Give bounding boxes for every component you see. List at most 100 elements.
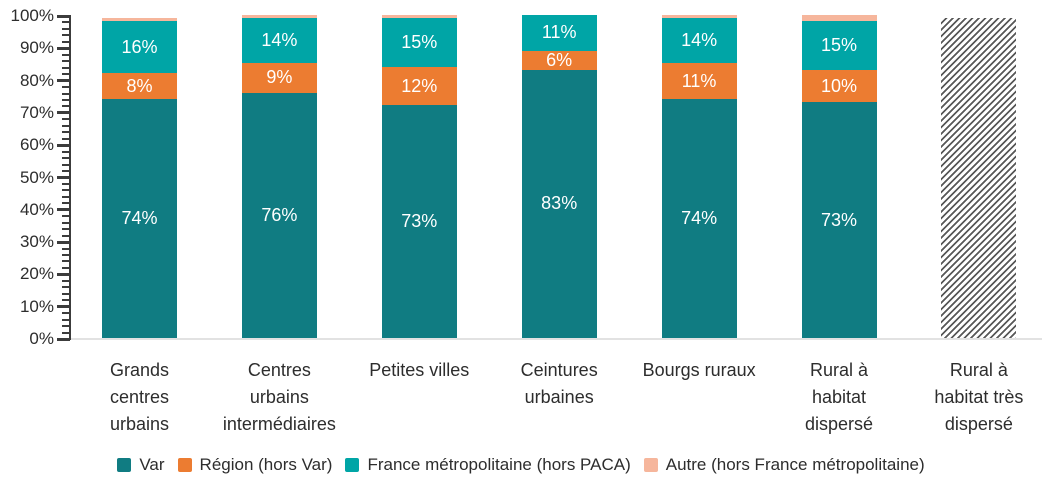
- bar-segment-1: 73%: [801, 102, 877, 338]
- y-axis-tick-label: 70%: [19, 102, 54, 122]
- y-axis-tick-label: 20%: [19, 264, 54, 284]
- bar-segment-1: 74%: [661, 98, 737, 338]
- y-axis-minor-tick: [62, 299, 70, 302]
- bar-segment-4: [661, 15, 737, 19]
- category-label-line: intermédiaires: [222, 414, 336, 434]
- bar-segment-2: 11%: [661, 63, 737, 99]
- category-label: Grands centres urbains: [55, 357, 225, 438]
- legend-item: Région (hors Var): [177, 455, 333, 475]
- y-axis-minor-tick: [62, 266, 70, 269]
- y-axis-minor-tick: [62, 182, 70, 185]
- y-axis-minor-tick: [62, 202, 70, 205]
- category-label-line: Rural à: [949, 360, 1008, 380]
- bar-segment-2: 9%: [241, 63, 317, 93]
- legend-swatch: [345, 458, 360, 472]
- bar-segment-3: 16%: [102, 21, 177, 74]
- y-axis-tick-label: 90%: [19, 38, 54, 58]
- category-label: Rural à habitat dispersé: [754, 357, 924, 438]
- category-label-line: urbains: [249, 387, 309, 407]
- y-axis-major-tick: [57, 208, 70, 212]
- bar-segment-4: [241, 15, 317, 19]
- y-axis-major-tick: [57, 240, 70, 244]
- bar-segment-3: 14%: [241, 18, 317, 64]
- y-axis-minor-tick: [62, 137, 70, 140]
- y-axis-minor-tick: [62, 150, 70, 153]
- y-axis-minor-tick: [62, 27, 70, 30]
- legend-label: France métropolitaine (hors PACA): [367, 455, 631, 474]
- y-axis-minor-tick: [62, 228, 70, 231]
- y-axis-major-tick: [57, 79, 70, 83]
- bar-segment-2: 12%: [381, 66, 457, 106]
- y-axis-minor-tick: [62, 286, 70, 289]
- legend-swatch: [643, 458, 658, 472]
- category-label: Bourgs ruraux: [614, 357, 784, 384]
- bar-segment-1: 74%: [102, 98, 177, 338]
- y-axis-minor-tick: [62, 170, 70, 173]
- y-axis-minor-tick: [62, 215, 70, 218]
- legend-label: Région (hors Var): [199, 455, 333, 474]
- legend-label: Autre (hors France métropolitaine): [665, 455, 925, 474]
- y-axis-minor-tick: [62, 157, 70, 160]
- y-axis-minor-tick: [62, 40, 70, 43]
- y-axis-minor-tick: [62, 66, 70, 69]
- y-axis-tick-label: 80%: [19, 70, 54, 90]
- bar-segment-2: 10%: [801, 69, 877, 103]
- y-axis-minor-tick: [62, 318, 70, 321]
- category-label-line: Centres: [247, 360, 311, 380]
- y-axis-major-tick: [57, 143, 70, 147]
- category-label-line: Grands: [109, 360, 170, 380]
- y-axis-minor-tick: [62, 98, 70, 101]
- y-axis-tick-label: 30%: [19, 232, 54, 252]
- bar-segment-1: 76%: [241, 92, 317, 338]
- y-axis-major-tick: [57, 305, 70, 309]
- y-axis-minor-tick: [62, 312, 70, 315]
- y-axis-minor-tick: [62, 260, 70, 263]
- y-axis-minor-tick: [62, 21, 70, 24]
- legend: Var Région (hors Var) France métropolitain…: [0, 455, 1042, 475]
- bar-segment-1: 73%: [381, 105, 457, 338]
- y-axis-major-tick: [57, 111, 70, 115]
- legend-item: Autre (hors France métropolitaine): [643, 455, 925, 475]
- category-label-line: Petites villes: [369, 360, 470, 380]
- y-axis-minor-tick: [62, 60, 70, 63]
- y-axis-tick-label: 60%: [19, 135, 54, 155]
- category-label-line: centres: [109, 387, 170, 407]
- y-axis-minor-tick: [62, 189, 70, 192]
- category-label-line: urbaines: [524, 387, 594, 407]
- y-axis-minor-tick: [62, 331, 70, 334]
- no-data-hatched-bar: [941, 18, 1017, 338]
- category-label: Ceintures urbaines: [474, 357, 644, 411]
- category-label-line: urbains: [109, 414, 170, 434]
- bar-segment-2: 6%: [521, 50, 597, 70]
- y-axis-minor-tick: [62, 325, 70, 328]
- y-axis-minor-tick: [62, 221, 70, 224]
- bar-segment-3: 11%: [521, 15, 597, 51]
- y-axis-major-tick: [57, 14, 70, 18]
- y-axis-minor-tick: [62, 73, 70, 76]
- bar-segment-4: [801, 15, 877, 22]
- y-axis-minor-tick: [62, 131, 70, 134]
- bar-segment-4: [381, 15, 457, 19]
- y-axis-minor-tick: [62, 124, 70, 127]
- category-label-line: Ceintures: [520, 360, 598, 380]
- y-axis-minor-tick: [62, 53, 70, 56]
- y-axis-tick-label: 10%: [19, 296, 54, 316]
- bar-segment-4: [102, 18, 177, 22]
- legend-label: Var: [139, 455, 165, 474]
- y-axis-minor-tick: [62, 279, 70, 282]
- category-label: Centres urbains intermédiaires: [194, 357, 364, 438]
- y-axis-major-tick: [57, 176, 70, 179]
- y-axis-minor-tick: [62, 163, 70, 166]
- y-axis-minor-tick: [62, 105, 70, 108]
- y-axis-tick-label: 40%: [19, 199, 54, 219]
- y-axis-minor-tick: [62, 92, 70, 95]
- bar-segment-3: 15%: [381, 18, 457, 67]
- legend-item: Var: [117, 455, 165, 475]
- y-axis-tick-label: 100%: [10, 6, 54, 25]
- category-label-line: habitat: [811, 387, 867, 407]
- bar-segment-3: 14%: [661, 18, 737, 64]
- y-axis-tick-label: 50%: [19, 167, 54, 187]
